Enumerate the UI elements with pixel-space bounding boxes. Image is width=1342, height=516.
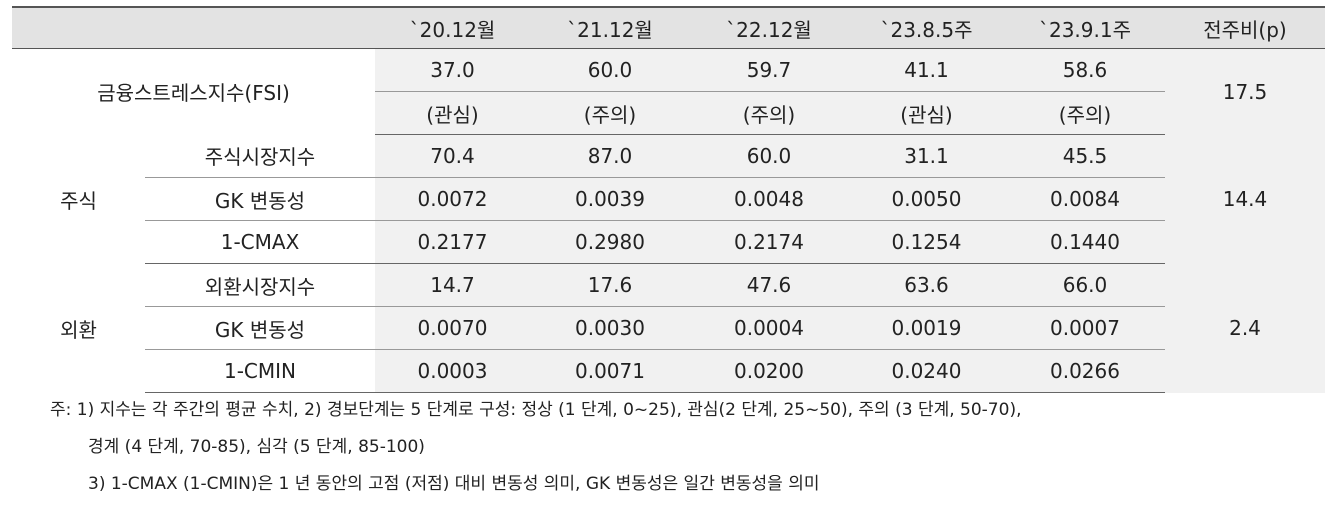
note-line: 3) 1-CMAX (1-CMIN)은 1 년 동안의 고점 (저점) 대비 변… (88, 474, 820, 494)
value-cell: 0.2177 (375, 220, 530, 264)
value-cell: 31.1 (848, 134, 1005, 178)
row-label: GK 변동성 (145, 177, 375, 221)
value-cell: 47.6 (690, 263, 848, 307)
value-cell: 0.0030 (530, 306, 690, 350)
value-cell: 0.0048 (690, 177, 848, 221)
value-cell: 0.0266 (1005, 349, 1165, 393)
row-label: GK 변동성 (145, 306, 375, 350)
header-cell: `21.12월 (530, 6, 690, 49)
fsi-value: 41.1 (848, 48, 1005, 92)
change-cell: 2.4 (1165, 263, 1325, 393)
header-cell: `22.12월 (690, 6, 848, 49)
value-cell: 63.6 (848, 263, 1005, 307)
value-cell: 0.0070 (375, 306, 530, 350)
fsi-status: (주의) (530, 91, 690, 135)
value-cell: 0.0071 (530, 349, 690, 393)
row-label: 1-CMIN (145, 349, 375, 393)
value-cell: 45.5 (1005, 134, 1165, 178)
value-cell: 87.0 (530, 134, 690, 178)
value-cell: 0.0007 (1005, 306, 1165, 350)
value-cell: 0.0050 (848, 177, 1005, 221)
note-line: 주: 1) 지수는 각 주간의 평균 수치, 2) 경보단계는 5 단계로 구성… (50, 400, 1022, 420)
row-label: 주식시장지수 (145, 134, 375, 178)
header-row: `20.12월 `21.12월 `22.12월 `23.8.5주 `23.9.1주 전주비… (12, 6, 1325, 49)
value-cell: 0.0004 (690, 306, 848, 350)
data-row: 1-CMAX 0.2177 0.2980 0.2174 0.1254 0.1440 (12, 220, 1325, 264)
fsi-value: 37.0 (375, 48, 530, 92)
fsi-value: 59.7 (690, 48, 848, 92)
fsi-status-row: (관심) (주의) (주의) (관심) (주의) (12, 91, 1325, 135)
header-cell: 전주비(p) (1165, 6, 1325, 49)
change-cell: 17.5 (1165, 48, 1325, 135)
value-cell: 0.0039 (530, 177, 690, 221)
fsi-status: (주의) (690, 91, 848, 135)
data-row: 외환 외환시장지수 14.7 17.6 47.6 63.6 66.0 2.4 (12, 263, 1325, 393)
value-cell: 17.6 (530, 263, 690, 307)
group-label: 외환 (60, 317, 97, 342)
data-row: GK 변동성 0.0072 0.0039 0.0048 0.0050 0.0084 (12, 177, 1325, 221)
value-cell: 0.0200 (690, 349, 848, 393)
value-cell: 0.0084 (1005, 177, 1165, 221)
data-row: 주식 주식시장지수 70.4 87.0 60.0 31.1 45.5 14.4 (12, 134, 1325, 264)
header-cell: `23.9.1주 (1005, 6, 1165, 49)
fsi-row: 금융스트레스지수(FSI) 37.0 60.0 59.7 41.1 58.6 17.5 (12, 48, 1325, 135)
header-blank (12, 6, 375, 49)
fsi-status: (주의) (1005, 91, 1165, 135)
header-cell: `20.12월 (375, 6, 530, 49)
value-cell: 0.1440 (1005, 220, 1165, 264)
value-cell: 0.2174 (690, 220, 848, 264)
value-cell: 60.0 (690, 134, 848, 178)
change-cell: 14.4 (1165, 134, 1325, 264)
value-cell: 0.0019 (848, 306, 1005, 350)
value-cell: 0.0072 (375, 177, 530, 221)
value-cell: 0.1254 (848, 220, 1005, 264)
value-cell: 0.0240 (848, 349, 1005, 393)
header-cell: `23.8.5주 (848, 6, 1005, 49)
value-cell: 0.0003 (375, 349, 530, 393)
notes: 주: 1) 지수는 각 주간의 평균 수치, 2) 경보단계는 5 단계로 구성… (50, 392, 1021, 503)
group-label: 주식 (60, 188, 97, 213)
table: `20.12월 `21.12월 `22.12월 `23.8.5주 `23.9.1주 전주비… (12, 6, 1325, 393)
data-row: 1-CMIN 0.0003 0.0071 0.0200 0.0240 0.0266 (12, 349, 1325, 393)
note-line: 경계 (4 단계, 70-85), 심각 (5 단계, 85-100) (88, 437, 425, 457)
fsi-label: 금융스트레스지수(FSI) (97, 81, 290, 106)
row-label: 외환시장지수 (145, 263, 375, 307)
value-cell: 0.2980 (530, 220, 690, 264)
fsi-value: 58.6 (1005, 48, 1165, 92)
fsi-value: 60.0 (530, 48, 690, 92)
value-cell: 66.0 (1005, 263, 1165, 307)
fsi-status: (관심) (375, 91, 530, 135)
value-cell: 70.4 (375, 134, 530, 178)
data-row: GK 변동성 0.0070 0.0030 0.0004 0.0019 0.0007 (12, 306, 1325, 350)
row-label: 1-CMAX (145, 220, 375, 264)
value-cell: 14.7 (375, 263, 530, 307)
fsi-status: (관심) (848, 91, 1005, 135)
